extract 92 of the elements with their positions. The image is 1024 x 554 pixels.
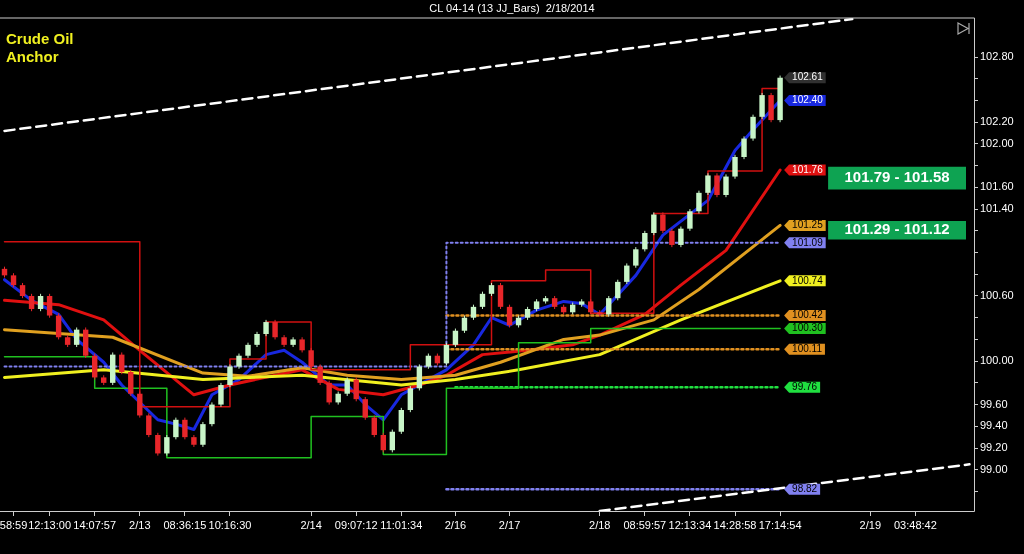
candlestick (651, 211, 657, 236)
candlestick (741, 135, 747, 160)
x-tick-label: 08:59:57 (623, 518, 667, 531)
candlestick (209, 401, 215, 427)
candlestick (128, 369, 134, 397)
y-tick-label: 101.40 (980, 202, 1014, 215)
candlestick (642, 230, 648, 252)
candlestick (46, 293, 53, 319)
candlestick (73, 326, 80, 348)
candlestick (759, 92, 765, 120)
x-tick-label: 12:13:34 (668, 518, 712, 531)
x-tick-label: 58:59 (0, 518, 28, 531)
data-label: 101.09 (792, 236, 824, 248)
candlestick (624, 262, 630, 285)
y-tick-label: 102.00 (980, 137, 1014, 149)
y-tick-label: 99.20 (980, 441, 1008, 454)
candlestick (308, 347, 314, 370)
candlestick (173, 417, 179, 440)
x-tick-label: 2/19 (859, 518, 881, 531)
data-label: 100.74 (792, 274, 824, 286)
data-label: 99.76 (792, 380, 818, 392)
candlestick (227, 363, 233, 388)
x-tick-label: 2/13 (129, 518, 151, 531)
candlestick (606, 295, 612, 318)
data-label: 102.40 (792, 94, 824, 106)
data-label: 98.82 (792, 483, 818, 495)
candlestick (164, 434, 170, 457)
candlestick (200, 421, 206, 448)
candlestick (705, 172, 711, 196)
candlestick (750, 114, 756, 142)
x-tick-label: 03:48:42 (893, 518, 937, 531)
candlestick (389, 429, 396, 453)
candlestick (344, 376, 350, 397)
candlestick (687, 208, 693, 232)
y-tick-label: 100.60 (980, 289, 1014, 302)
candlestick (660, 211, 666, 234)
data-label: 101.25 (792, 219, 824, 231)
candlestick (155, 432, 161, 457)
candlestick (669, 228, 675, 248)
band-label: 101.79 - 101.58 (844, 168, 950, 186)
y-tick-label: 101.60 (980, 180, 1014, 193)
candlestick (497, 282, 504, 310)
candlestick (678, 225, 684, 248)
candlestick (696, 190, 702, 214)
candlestick (362, 396, 368, 421)
text: 102.61 (792, 71, 823, 83)
y-tick-label: 99.60 (980, 397, 1008, 410)
x-tick-label: 09:07:12 (334, 518, 378, 531)
candlestick (182, 417, 188, 440)
annotation: Anchor (6, 47, 59, 65)
candlestick (353, 376, 359, 402)
candlestick (714, 172, 720, 198)
y-tick-label: 102.80 (980, 50, 1014, 63)
candlestick (398, 407, 405, 435)
y-tick-label: 100.00 (980, 354, 1014, 367)
annotation: Crude Oil (6, 29, 74, 47)
y-tick-label: 99.40 (980, 419, 1008, 432)
y-tick-label: 99.00 (980, 462, 1008, 475)
candlestick (380, 432, 386, 453)
candlestick (615, 279, 621, 301)
x-tick-label: 2/14 (300, 518, 322, 531)
candlestick (146, 412, 152, 438)
data-label: 101.76 (792, 163, 824, 175)
chart-title: CL 04-14 (13 JJ_Bars) 2/18/2014 (429, 2, 595, 15)
candlestick (326, 380, 332, 406)
candlestick (633, 246, 639, 269)
x-tick-label: 2/18 (589, 518, 611, 531)
band-label: 101.29 - 101.12 (844, 220, 950, 238)
candlestick (407, 385, 414, 413)
candlestick (218, 382, 224, 408)
data-label: 100.30 (792, 322, 824, 334)
x-tick-label: 11:01:34 (380, 518, 423, 531)
data-label: 100.42 (792, 309, 824, 321)
candlestick (452, 328, 459, 348)
x-tick-label: 10:16:30 (208, 518, 252, 531)
x-tick-label: 2/16 (444, 518, 467, 531)
x-tick-label: 12:13:00 (28, 518, 72, 531)
candlestick (723, 173, 729, 198)
candlestick (443, 342, 450, 366)
x-tick-label: 2/17 (498, 518, 521, 531)
candlestick (317, 363, 323, 386)
candlestick (506, 304, 513, 328)
x-tick-label: 08:36:15 (163, 518, 207, 531)
candlestick (119, 351, 125, 375)
candlestick (371, 414, 377, 438)
x-tick-label: 14:07:57 (73, 518, 117, 531)
x-tick-label: 14:28:58 (713, 518, 757, 531)
data-label: 100.11 (792, 342, 823, 354)
y-tick-label: 102.20 (980, 115, 1014, 128)
x-tick-label: 17:14:54 (758, 518, 802, 531)
candlestick (272, 319, 278, 340)
candlestick (732, 154, 738, 180)
